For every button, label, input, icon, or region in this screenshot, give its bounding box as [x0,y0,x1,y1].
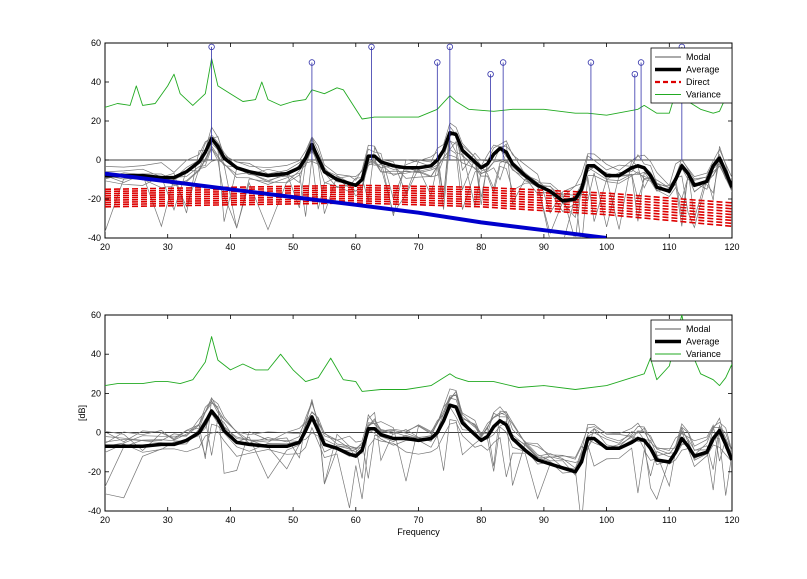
legend-label: Modal [686,324,711,334]
legend-label: Direct [686,77,710,87]
x-tick-label: 90 [539,242,549,252]
modal-stem-marker [637,59,645,66]
modal-stem-marker [446,43,454,51]
chart-panel-2: 20 30 40 50 60 70 80 90 100 110 120 60 40 20 0 -20 -40 Fr… [77,310,740,537]
modal-stem-marker [368,43,375,51]
direct-line [105,195,732,219]
axes-frame [104,314,733,512]
modal-trace [105,422,732,511]
legend-label: Modal [686,52,711,62]
y-tick-label: -40 [88,233,101,243]
modal-stem-marker [631,70,639,78]
legend: Modal Average Direct Variance [650,47,733,104]
direct-line [105,193,732,216]
x-tick-label: 110 [662,242,676,252]
x-tick-label: 60 [351,242,361,252]
x-tick-label: 20 [100,242,110,252]
variance-line [105,58,732,120]
x-tick-label: 60 [351,515,361,525]
legend-label: Average [686,65,719,75]
direct-line [105,202,732,228]
x-tick-label: 70 [413,515,423,525]
x-tick-label: 50 [288,515,298,525]
variance-line [105,315,732,392]
plot-area [105,315,732,511]
x-tick-label: 40 [225,242,235,252]
legend: Modal Average Variance [650,319,733,362]
y-tick-label: 40 [91,349,101,359]
y-tick-label: 40 [91,77,101,87]
modal-trace [105,390,732,462]
x-tick-label: 100 [599,515,614,525]
average-line [105,130,732,203]
y-tick-label: 0 [96,155,101,165]
average-line [105,403,732,474]
direct-line [105,199,732,225]
y-tick-label: 20 [91,388,101,398]
x-tick-label: 30 [163,515,173,525]
x-tick-label: 110 [662,515,676,525]
x-tick-label: 80 [476,242,486,252]
legend-label: Variance [686,90,721,100]
plot-area [105,58,732,238]
chart-panel-1: 20 30 40 50 60 70 80 90 100 110 120 60 40 20 0 -20 -40 Mo… [88,38,740,252]
x-tick-label: 80 [476,515,486,525]
direct-line [105,186,732,207]
legend-label: Average [686,337,719,347]
legend-label: Variance [686,349,721,359]
modal-stem-marker [434,59,441,66]
x-tick-label: 120 [724,242,739,252]
modal-stem-marker [208,43,215,51]
x-tick-label: 70 [413,242,423,252]
modal-trace [105,139,732,235]
direct-line [105,191,732,213]
modal-trace [105,419,732,496]
y-axis-label: [dB] [77,405,87,421]
x-tick-label: 50 [288,242,298,252]
x-tick-label: 30 [163,242,173,252]
y-tick-label: 20 [91,116,101,126]
modal-stem-marker [499,59,507,66]
direct-line [105,188,732,210]
modal-trace [105,388,732,479]
x-axis-label: Frequency [397,527,440,537]
modal-stem-marker [587,59,595,66]
y-tick-label: -20 [88,467,101,477]
x-tick-label: 40 [225,515,235,525]
x-tick-label: 100 [599,242,614,252]
y-tick-label: 60 [91,38,101,48]
x-tick-label: 90 [539,515,549,525]
blue-trend-line [105,171,607,238]
x-tick-label: 120 [724,515,739,525]
y-tick-label: -20 [88,194,101,204]
y-tick-label: 0 [96,428,101,438]
modal-trace [105,406,732,501]
modal-stem-marker [487,70,494,78]
x-tick-label: 20 [100,515,110,525]
direct-line [105,197,732,222]
y-tick-label: -40 [88,506,101,516]
y-tick-label: 60 [91,310,101,320]
modal-stem-marker [308,59,316,66]
modal-trace [105,154,732,238]
modal-trace [105,122,732,214]
